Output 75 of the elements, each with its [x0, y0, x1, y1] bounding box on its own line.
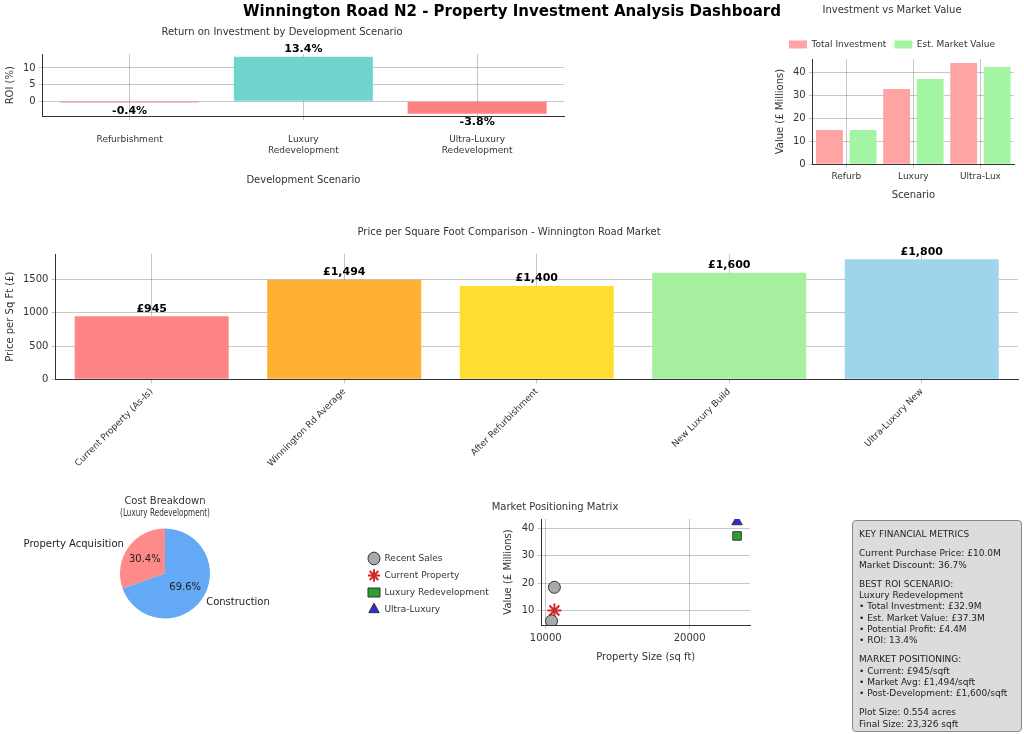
point — [732, 531, 742, 541]
chart-title: Return on Investment by Development Scenario — [161, 25, 403, 37]
data-label: £1,400 — [515, 271, 559, 285]
bar — [652, 272, 807, 379]
bar — [883, 88, 911, 164]
legend-label: Total Investment — [810, 38, 887, 49]
chart-title: Market Positioning Matrix — [491, 500, 619, 512]
y-tick-label: 10 — [521, 604, 535, 616]
y-tick-label: 1500 — [23, 272, 49, 284]
data-label: 69.6% — [169, 581, 202, 593]
point — [547, 580, 561, 594]
x-axis-title: Scenario — [891, 188, 936, 200]
text: Winnington Road N2 - Property Investment Analysis Dashboard — [243, 2, 781, 20]
y-tick-label: 0 — [799, 157, 806, 169]
x-tick-label: Luxury Redevelopment — [267, 134, 340, 155]
bar — [916, 78, 944, 164]
bar — [267, 279, 422, 379]
y-tick-label: 5 — [29, 78, 36, 90]
y-axis-title: ROI (%) — [3, 65, 15, 105]
x-tick-label: Refurbishment — [96, 134, 164, 145]
chart-title: Price per Square Foot Comparison - Winnington Road Market — [357, 225, 661, 237]
y-axis-title: Price per Sq Ft (£) — [3, 271, 15, 362]
data-label: -0.4% — [112, 103, 148, 117]
y-tick-label: 20 — [792, 112, 806, 124]
y-tick-label: 20 — [521, 576, 535, 588]
point — [545, 614, 559, 625]
data-label: £1,800 — [900, 244, 944, 258]
bar — [849, 130, 877, 164]
data-label: 13.4% — [284, 42, 323, 56]
x-tick-label: Ultra-Lux — [959, 170, 1002, 181]
data-label: £945 — [136, 301, 168, 315]
y-tick-label: 30 — [792, 89, 806, 101]
chart-title: Cost Breakdown (Luxury Redevelopment) — [120, 494, 210, 518]
legend-label: Est. Market Value — [916, 38, 996, 49]
slice-label: Property Acquisition — [23, 537, 124, 549]
y-tick-label: 10 — [792, 134, 806, 146]
text: Current Purchase Price: £10.0M Market Discount: 36.7% — [859, 548, 1002, 571]
legend-label: Luxury Redevelopment — [384, 586, 490, 597]
text: Plot Size: 0.554 acres Final Size: 23,326 sqft — [859, 707, 960, 730]
data-label: -3.8% — [459, 115, 495, 129]
x-tick-label: Ultra-Luxury Redevelopment — [441, 134, 513, 155]
x-tick-label: Refurb — [831, 170, 862, 181]
y-tick-label: 40 — [792, 66, 806, 78]
y-tick-label: 0 — [29, 94, 36, 106]
y-tick-label: 10 — [22, 61, 36, 73]
x-axis-title: Development Scenario — [246, 173, 361, 185]
text: MARKET POSITIONING: • Current: £945/sqft • Market Avg: £1,494/sqft • Post-Development: £1,600/sqft — [859, 654, 1009, 700]
text: BEST ROI SCENARIO: Luxury Redevelopment • Total Investment: £32.9M • Est. Market Value: £37.3M • Potential Profit: £4.4M • ROI: 13.4% — [859, 578, 986, 647]
chart-title: Investment vs Market Value — [822, 3, 962, 15]
y-tick-label: 500 — [29, 339, 49, 351]
x-axis-title: Property Size (sq ft) — [596, 650, 696, 662]
bar — [74, 316, 229, 379]
point — [546, 602, 563, 619]
y-tick-label: 1000 — [23, 306, 49, 318]
bar — [983, 67, 1011, 164]
text: KEY FINANCIAL METRICS — [859, 529, 971, 541]
slice-label: Construction — [206, 596, 270, 608]
bar — [950, 63, 978, 164]
y-axis-title: Value (£ Millions) — [773, 68, 785, 155]
y-tick-label: 40 — [521, 522, 535, 534]
bar — [844, 259, 999, 379]
data-label: 30.4% — [128, 552, 161, 564]
legend-label: Current Property — [384, 569, 460, 580]
y-tick-label: 0 — [42, 372, 49, 384]
x-tick-label: 20000 — [673, 631, 706, 643]
x-tick-label: 10000 — [529, 631, 562, 643]
data-label: £1,600 — [708, 258, 751, 272]
y-axis-title: Value (£ Millions) — [502, 529, 514, 615]
data-label: £1,494 — [322, 265, 366, 279]
legend-label: Ultra-Luxury — [384, 603, 441, 614]
y-tick-label: 30 — [521, 549, 535, 561]
x-tick-label: Luxury — [898, 170, 930, 181]
legend-label: Recent Sales — [384, 552, 443, 563]
bar — [816, 129, 843, 164]
bar — [459, 286, 614, 379]
